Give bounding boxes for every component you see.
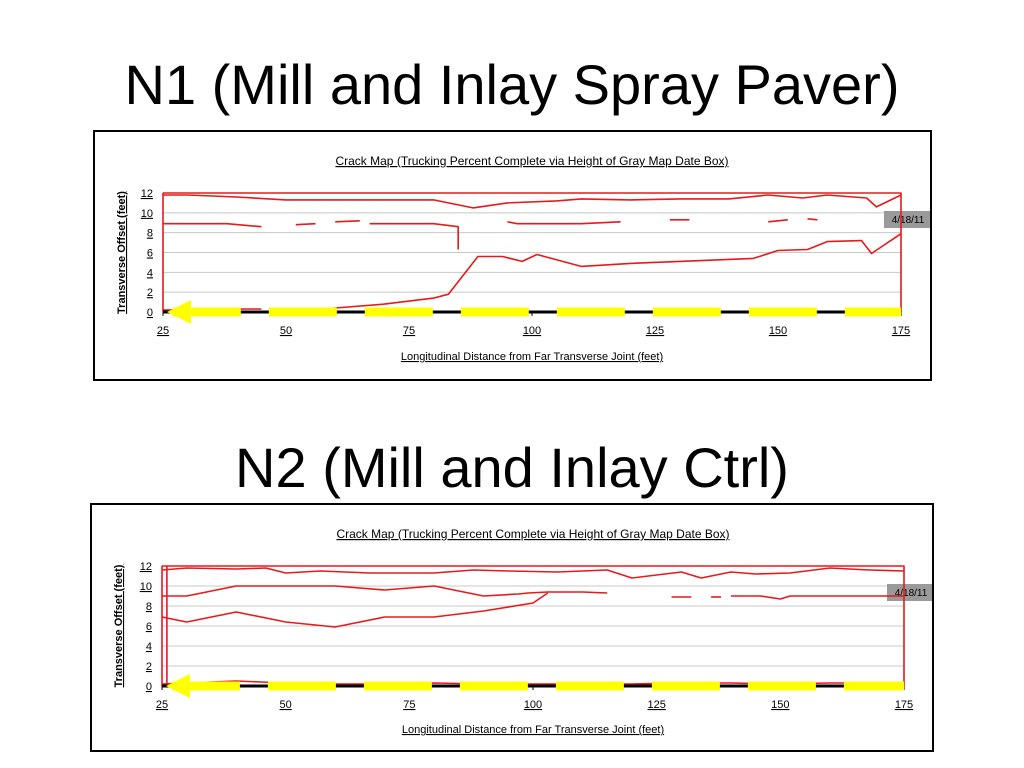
- y-tick-label: 12: [140, 561, 152, 573]
- y-tick-label: 10: [141, 208, 153, 220]
- y-tick-label: 6: [146, 621, 152, 633]
- crack-map-chart-n1: Crack Map (Trucking Percent Complete via…: [116, 154, 930, 363]
- x-axis-label: Longitudinal Distance from Far Transvers…: [401, 351, 663, 363]
- y-tick-label: 4: [146, 641, 152, 653]
- date-box: [884, 211, 930, 228]
- y-tick-label: 2: [146, 661, 152, 673]
- x-tick-label: 125: [647, 699, 665, 711]
- crack-line: [161, 567, 905, 579]
- progress-arrowhead: [167, 300, 191, 324]
- x-tick-label: 100: [523, 325, 541, 337]
- crack-line: [163, 194, 902, 209]
- x-tick-label: 150: [771, 699, 789, 711]
- y-tick-label: 2: [147, 287, 153, 299]
- date-box-label: 4/18/11: [895, 588, 928, 599]
- chart-frame-n2: Crack Map (Trucking Percent Complete via…: [90, 503, 934, 752]
- y-tick-label: 8: [146, 601, 152, 613]
- x-tick-label: 25: [156, 699, 168, 711]
- crack-line: [369, 222, 460, 250]
- y-tick-label: 8: [147, 228, 153, 240]
- y-axis-label: Transverse Offset (feet): [116, 191, 128, 314]
- slide-title-n1: N1 (Mill and Inlay Spray Paver): [124, 53, 900, 116]
- x-tick-label: 75: [403, 325, 415, 337]
- x-tick-label: 50: [280, 699, 292, 711]
- x-tick-label: 50: [280, 325, 292, 337]
- date-box-label: 4/18/11: [892, 215, 925, 226]
- x-tick-label: 100: [524, 699, 542, 711]
- y-tick-label: 10: [140, 581, 152, 593]
- crack-line: [163, 222, 262, 228]
- x-axis-label: Longitudinal Distance from Far Transvers…: [402, 724, 664, 736]
- x-tick-label: 150: [769, 325, 787, 337]
- x-tick-label: 125: [646, 325, 664, 337]
- y-axis-label: Transverse Offset (feet): [113, 564, 125, 687]
- crack-line: [768, 219, 788, 223]
- crack-line: [162, 585, 608, 597]
- crack-line: [807, 218, 818, 221]
- crack-line: [310, 233, 902, 311]
- y-tick-label: 6: [147, 248, 153, 260]
- y-tick-label: 0: [147, 307, 153, 319]
- crack-map-chart-n2: Crack Map (Trucking Percent Complete via…: [113, 527, 932, 736]
- y-tick-label: 0: [146, 681, 152, 693]
- crack-line: [161, 592, 549, 628]
- y-tick-label: 12: [141, 188, 153, 200]
- crack-line: [295, 222, 316, 226]
- crack-line: [335, 220, 360, 223]
- x-tick-label: 75: [403, 699, 415, 711]
- slide-title-n2: N2 (Mill and Inlay Ctrl): [235, 436, 789, 499]
- crack-line: [507, 221, 621, 225]
- y-tick-label: 4: [147, 267, 153, 279]
- chart-title: Crack Map (Trucking Percent Complete via…: [335, 154, 728, 168]
- x-tick-label: 25: [157, 325, 169, 337]
- x-tick-label: 175: [892, 325, 910, 337]
- progress-arrowhead: [166, 674, 190, 698]
- chart-title: Crack Map (Trucking Percent Complete via…: [336, 527, 729, 541]
- x-tick-label: 175: [895, 699, 913, 711]
- chart-frame-n1: Crack Map (Trucking Percent Complete via…: [93, 130, 932, 381]
- crack-line: [730, 595, 904, 600]
